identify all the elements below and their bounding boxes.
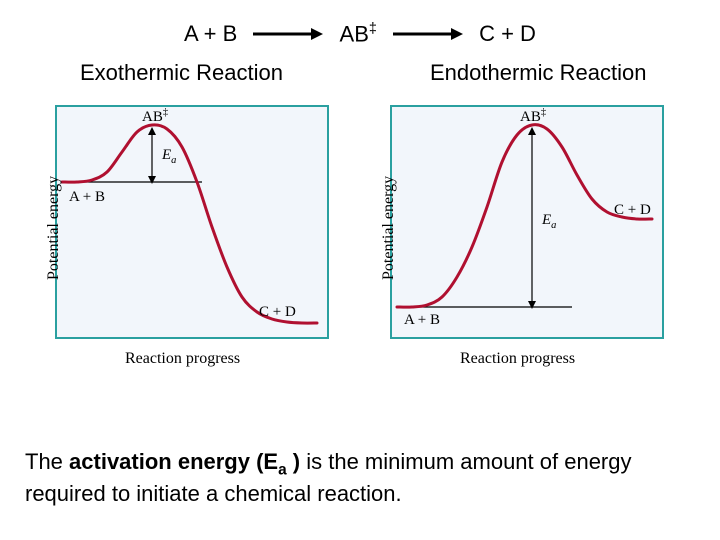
equation-arrow-1	[253, 21, 323, 47]
exo-peak-label: AB‡	[142, 107, 168, 126]
equation-arrow-2	[393, 21, 463, 47]
endo-peak-label: AB‡	[520, 107, 546, 126]
exo-ea-label: Ea	[162, 147, 176, 166]
chart-exothermic: AB‡ Ea A + B C + D	[55, 105, 329, 339]
exo-reactants-label: A + B	[69, 189, 105, 206]
chart-endothermic: AB‡ Ea A + B C + D	[390, 105, 664, 339]
equation-reactants: A + B	[184, 21, 237, 47]
endo-products-label: C + D	[614, 202, 651, 219]
subtitle-exothermic: Exothermic Reaction	[80, 60, 283, 86]
definition-term: activation energy (Ea )	[69, 449, 300, 474]
endo-ea-label: Ea	[542, 212, 556, 231]
endo-xlabel: Reaction progress	[460, 350, 575, 368]
exo-ylabel: Potential energy	[45, 176, 63, 280]
reaction-equation: A + B AB‡ C + D	[0, 20, 720, 47]
exo-xlabel: Reaction progress	[125, 350, 240, 368]
subtitle-endothermic: Endothermic Reaction	[430, 60, 646, 86]
exo-products-label: C + D	[259, 304, 296, 321]
endo-ylabel: Potential energy	[380, 176, 398, 280]
endo-reactants-label: A + B	[404, 312, 440, 329]
equation-intermediate: AB‡	[340, 21, 377, 47]
definition-text: The activation energy (Ea ) is the minim…	[25, 448, 685, 507]
equation-products: C + D	[479, 21, 536, 47]
